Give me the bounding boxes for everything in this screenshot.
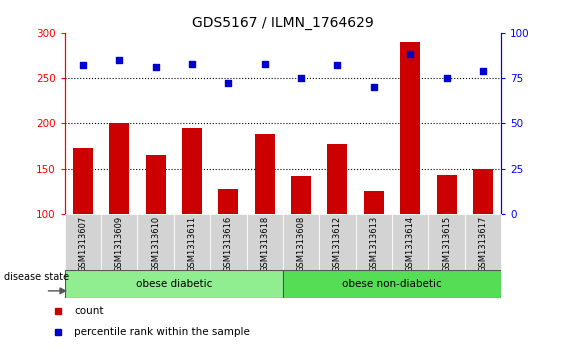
Bar (182, 128, 202, 214)
Point (260, 61, 269, 66)
Point (479, 68, 488, 74)
Text: GSM1313614: GSM1313614 (406, 216, 415, 272)
Bar (109, 123, 129, 214)
Bar (319, 214, 356, 270)
Text: GSM1313615: GSM1313615 (442, 216, 451, 272)
Bar (254, 134, 275, 214)
Text: count: count (74, 306, 104, 316)
Bar (210, 214, 247, 270)
Text: GSM1313607: GSM1313607 (78, 216, 87, 272)
Text: GSM1313616: GSM1313616 (224, 216, 233, 272)
Text: GSM1313617: GSM1313617 (479, 216, 488, 272)
Bar (473, 169, 493, 214)
Bar (328, 144, 347, 214)
Point (151, 64, 160, 70)
Bar (356, 214, 392, 270)
Text: GSM1313609: GSM1313609 (115, 216, 124, 272)
Bar (428, 214, 464, 270)
Point (297, 75, 306, 81)
Bar (101, 214, 137, 270)
Bar (146, 155, 166, 214)
Bar (174, 214, 210, 270)
Bar (464, 214, 501, 270)
Point (224, 81, 233, 86)
Text: GSM1313608: GSM1313608 (297, 216, 306, 272)
Bar (392, 214, 428, 270)
Bar (137, 214, 174, 270)
Text: disease state: disease state (4, 272, 69, 282)
Bar (73, 148, 93, 214)
Text: GSM1313611: GSM1313611 (187, 216, 196, 272)
Point (333, 62, 342, 68)
Point (442, 75, 451, 81)
Point (406, 52, 415, 57)
Text: obese diabetic: obese diabetic (136, 279, 212, 289)
Bar (436, 175, 457, 214)
Bar (65, 214, 101, 270)
Point (187, 61, 196, 66)
Point (115, 57, 124, 63)
Bar (65, 270, 283, 298)
Bar (364, 192, 384, 214)
Text: GSM1313612: GSM1313612 (333, 216, 342, 272)
Text: percentile rank within the sample: percentile rank within the sample (74, 327, 250, 337)
Text: GSM1313618: GSM1313618 (260, 216, 269, 272)
Text: GSM1313613: GSM1313613 (369, 216, 378, 272)
Bar (283, 270, 501, 298)
Title: GDS5167 / ILMN_1764629: GDS5167 / ILMN_1764629 (192, 16, 374, 30)
Bar (218, 189, 238, 214)
Point (369, 84, 378, 90)
Bar (247, 214, 283, 270)
Text: obese non-diabetic: obese non-diabetic (342, 279, 442, 289)
Bar (291, 176, 311, 214)
Bar (400, 42, 420, 214)
Text: GSM1313610: GSM1313610 (151, 216, 160, 272)
Bar (283, 214, 319, 270)
Point (78, 62, 87, 68)
